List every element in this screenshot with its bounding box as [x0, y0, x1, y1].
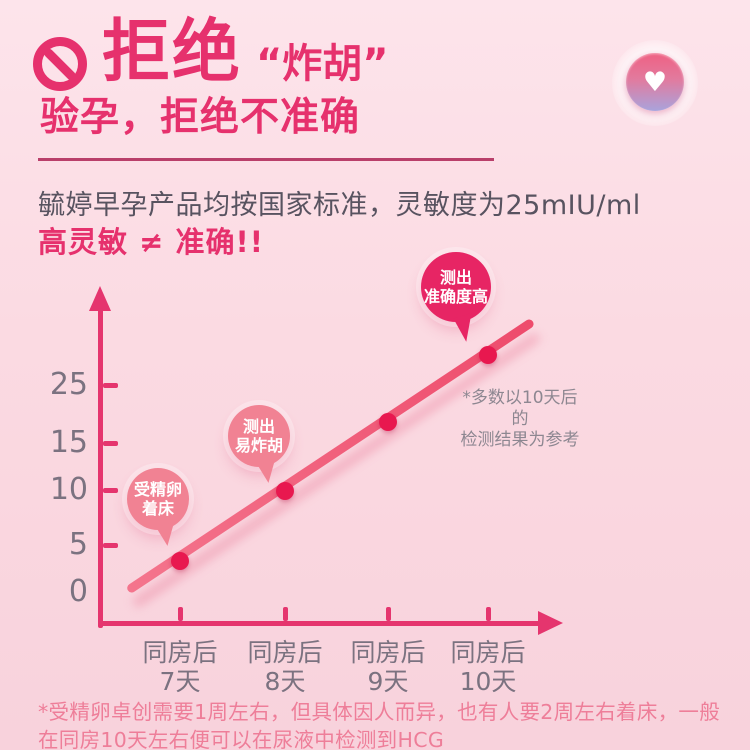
page-subtitle: 验孕，拒绝不准确 — [40, 95, 361, 140]
x-tick-day8 — [283, 607, 288, 621]
y-tick-5 — [103, 543, 118, 548]
footnote: *受精卵卓创需要1周左右，但具体因人而异，也有人要2周左右着床，一般 在同房10… — [38, 700, 721, 750]
x-axis-label: 同房后 8天 — [247, 638, 323, 696]
annotation-bubble-implantation: 受精卵 着床 — [127, 468, 189, 530]
y-axis-label: 15 — [49, 425, 88, 460]
y-axis-label: 25 — [49, 367, 88, 402]
y-tick-25 — [103, 383, 118, 388]
annotation-bubble-unreliable: 测出 易炸胡 — [228, 405, 290, 467]
annotation-bubble-accurate: 测出 准确度高 — [421, 252, 491, 322]
x-tick-day10 — [486, 607, 491, 621]
data-point-day9 — [379, 413, 397, 431]
y-axis-label: 0 — [68, 574, 88, 609]
y-axis-label: 10 — [49, 472, 88, 507]
heart-icon: ♥ — [626, 53, 684, 111]
y-axis-arrow-icon — [89, 286, 111, 311]
divider-line — [38, 158, 494, 161]
x-tick-day9 — [386, 607, 391, 621]
x-axis-arrow-icon — [538, 611, 563, 635]
chart-side-note: *多数以10天后的 检测结果为参考 — [460, 388, 580, 450]
trendline — [125, 317, 536, 595]
heart-badge: ♥ — [612, 40, 698, 126]
y-axis-label: 5 — [68, 527, 88, 562]
prohibition-icon — [33, 37, 87, 91]
data-point-day8 — [276, 482, 294, 500]
x-axis-label: 同房后 7天 — [142, 638, 218, 696]
y-tick-15 — [103, 441, 118, 446]
trendline-shadow — [131, 331, 542, 609]
y-axis — [98, 308, 103, 628]
data-point-day7 — [171, 552, 189, 570]
intro-claim: 高灵敏 ≠ 准确!! — [38, 225, 264, 259]
intro-text: 毓婷早孕产品均按国家标准，灵敏度为25mIU/ml — [38, 190, 641, 221]
x-axis-label: 同房后 10天 — [450, 638, 526, 696]
data-point-day10 — [479, 346, 497, 364]
page-title: 拒绝 — [102, 13, 243, 92]
x-tick-day7 — [178, 607, 183, 621]
x-axis — [98, 621, 540, 626]
x-axis-label: 同房后 9天 — [350, 638, 426, 696]
page-title-quote: “炸胡” — [256, 41, 389, 87]
y-tick-10 — [103, 488, 118, 493]
